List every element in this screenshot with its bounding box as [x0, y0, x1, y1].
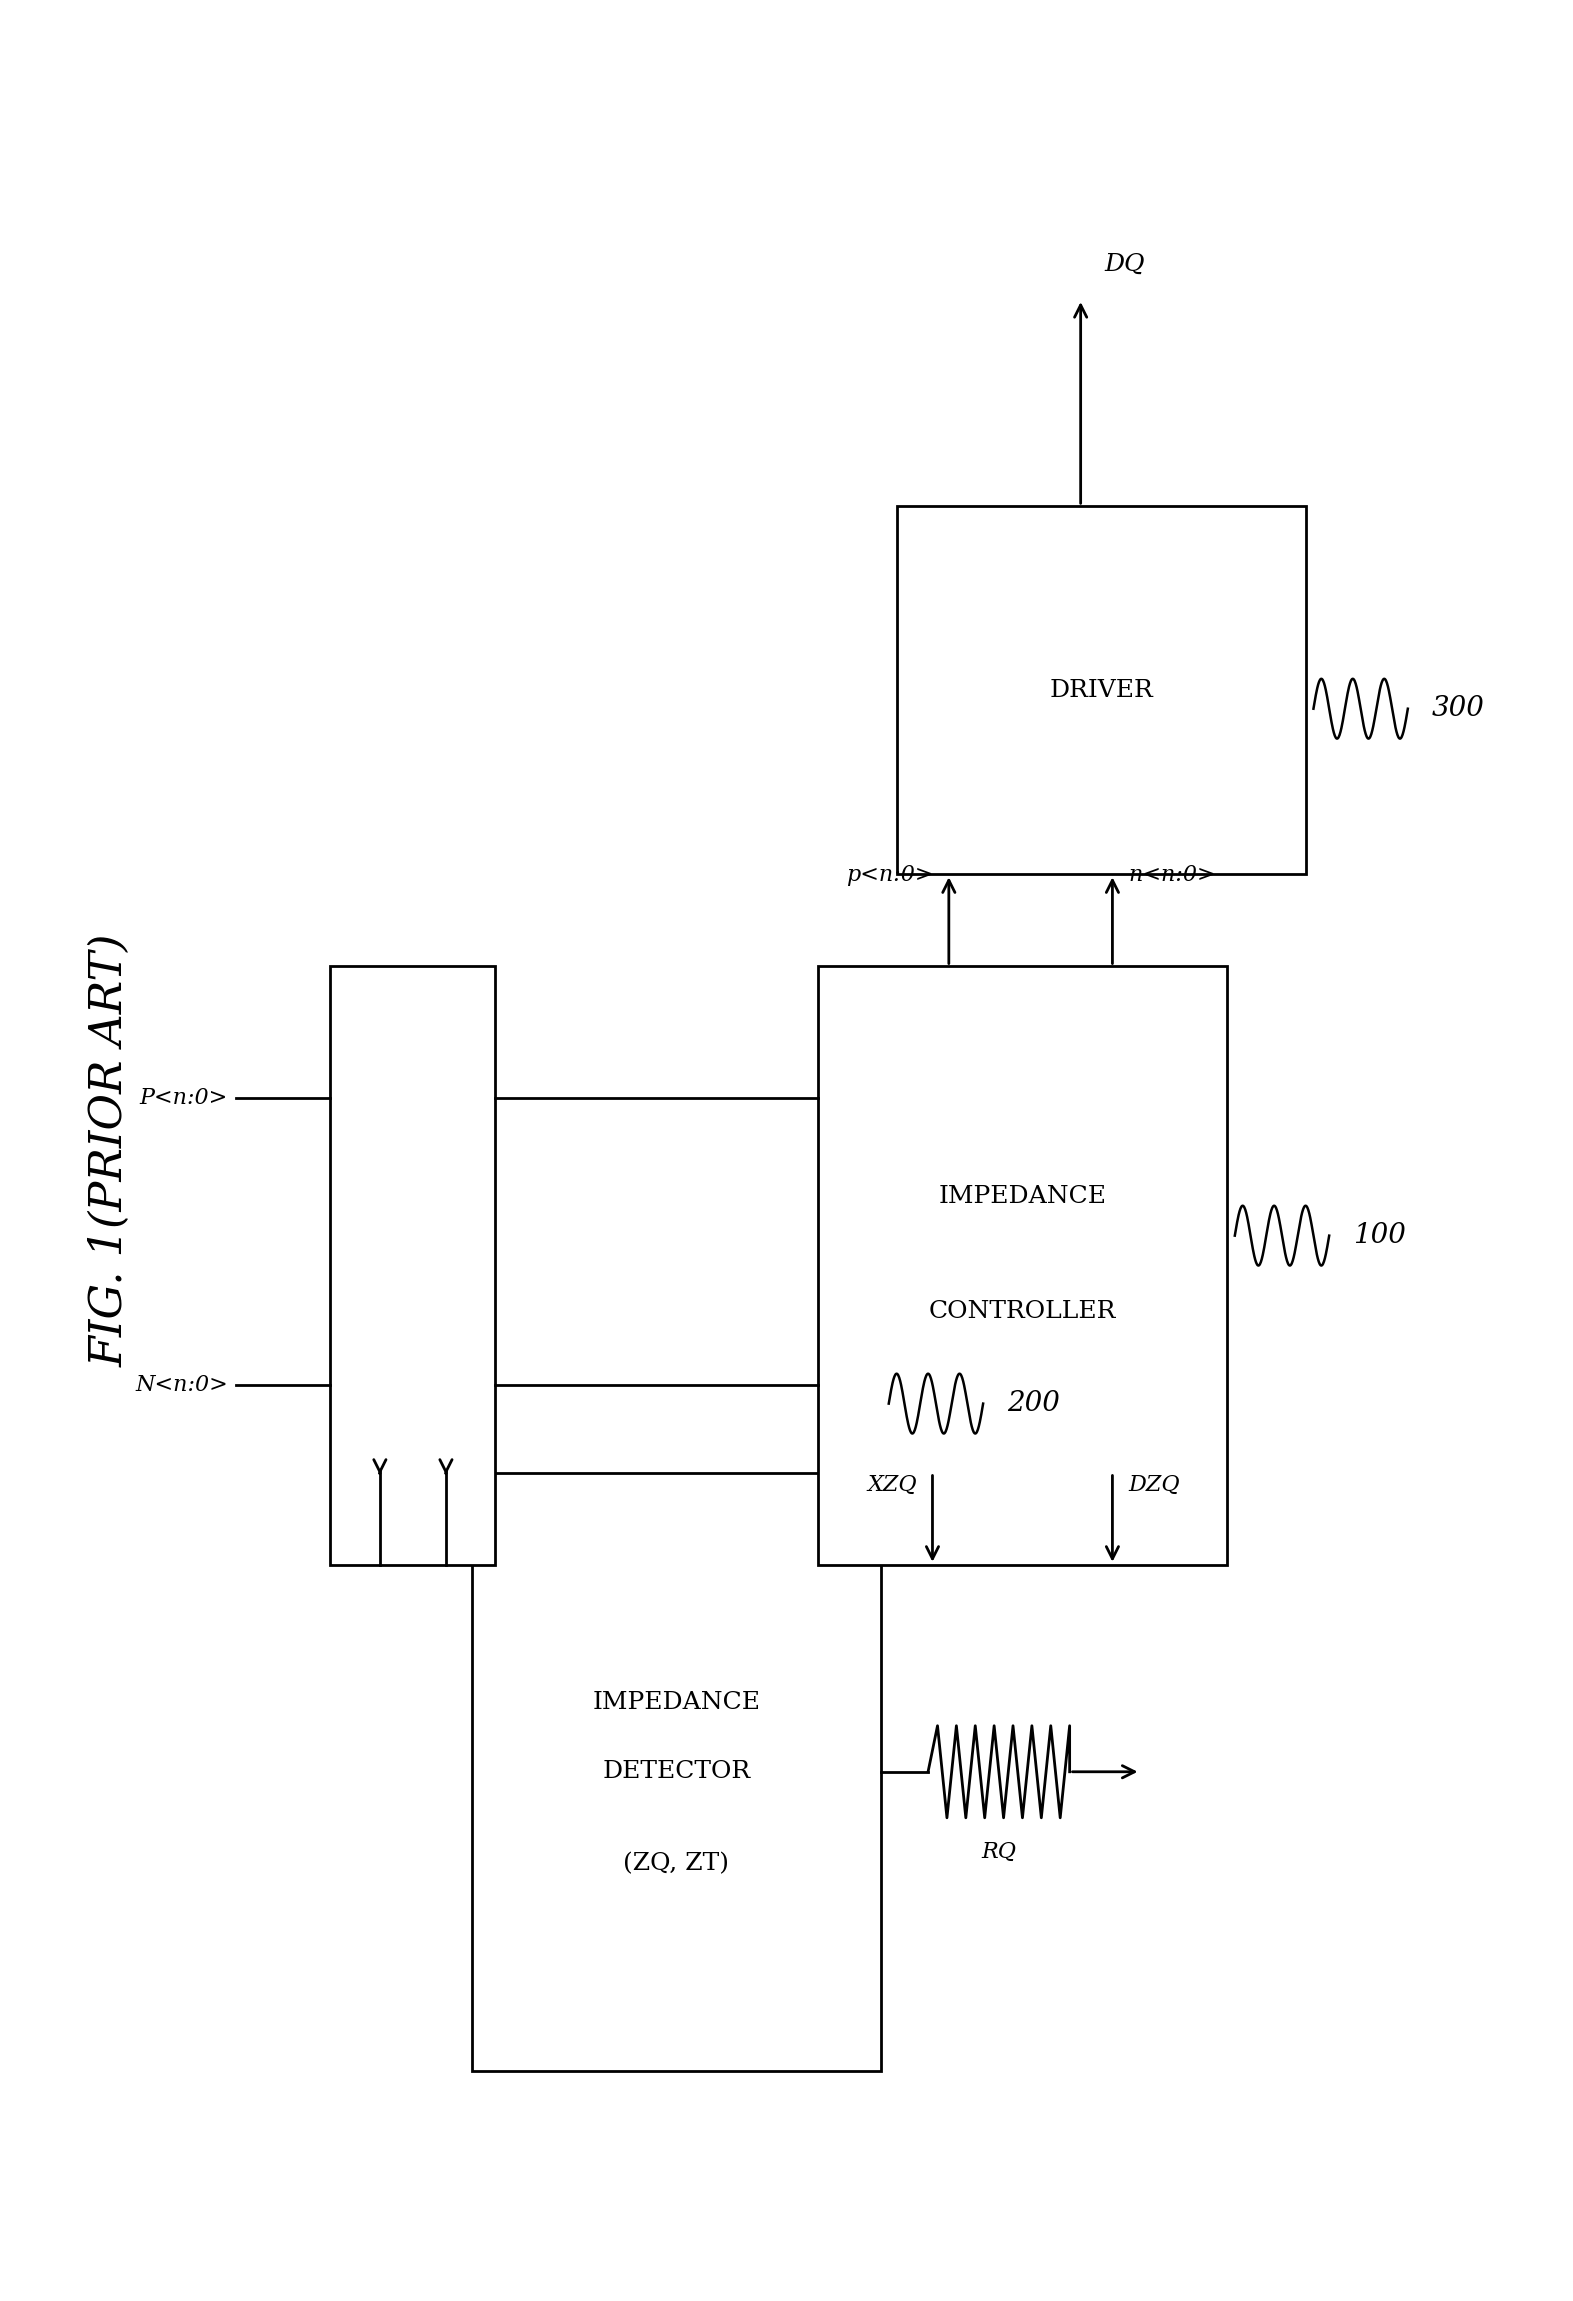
Text: N<n:0>: N<n:0>: [135, 1374, 228, 1397]
Text: P<n:0>: P<n:0>: [140, 1086, 228, 1109]
Text: (ZQ, ZT): (ZQ, ZT): [623, 1852, 730, 1875]
Text: CONTROLLER: CONTROLLER: [928, 1300, 1117, 1323]
Text: 100: 100: [1353, 1222, 1406, 1249]
Text: IMPEDANCE: IMPEDANCE: [939, 1185, 1106, 1208]
FancyBboxPatch shape: [330, 966, 495, 1565]
Text: p<n:0>: p<n:0>: [846, 863, 933, 886]
Text: 200: 200: [1007, 1390, 1060, 1417]
Text: DZQ: DZQ: [1128, 1473, 1180, 1496]
Text: RQ: RQ: [982, 1841, 1016, 1864]
Text: n<n:0>: n<n:0>: [1128, 863, 1216, 886]
FancyBboxPatch shape: [897, 506, 1306, 874]
Text: FIG. 1(PRIOR ART): FIG. 1(PRIOR ART): [88, 934, 132, 1367]
Text: DETECTOR: DETECTOR: [602, 1760, 750, 1783]
Text: DQ: DQ: [1104, 253, 1145, 276]
FancyBboxPatch shape: [472, 1473, 881, 2071]
FancyBboxPatch shape: [818, 966, 1227, 1565]
Text: XZQ: XZQ: [867, 1473, 917, 1496]
Text: DRIVER: DRIVER: [1049, 679, 1153, 702]
Text: 300: 300: [1431, 695, 1485, 723]
Text: IMPEDANCE: IMPEDANCE: [593, 1691, 760, 1714]
